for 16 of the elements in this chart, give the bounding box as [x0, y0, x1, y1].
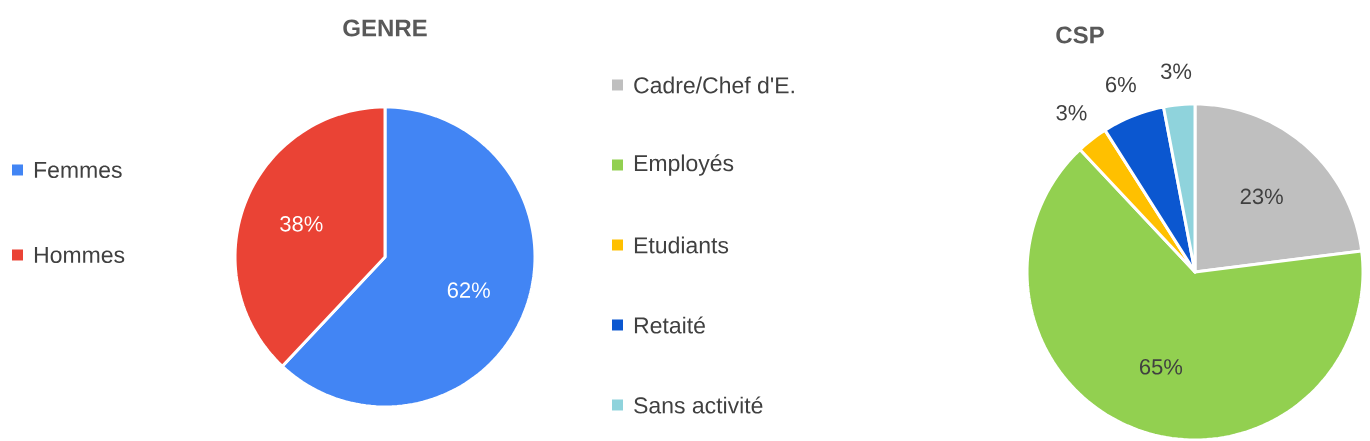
- legend-label: Etudiants: [634, 236, 729, 254]
- legend-label: Hommes: [34, 246, 125, 263]
- legend-label: Sans activité: [634, 396, 763, 414]
- legend-label: Cadre/Chef d'E.: [634, 76, 794, 94]
- data-label: 23%: [1240, 188, 1283, 204]
- data-label: 38%: [280, 215, 323, 232]
- chart-title: GENRE: [343, 19, 427, 37]
- legend-label: Retaité: [634, 316, 705, 334]
- data-label: 3%: [1056, 104, 1087, 121]
- data-label: 65%: [1139, 358, 1183, 375]
- data-label: 62%: [447, 282, 490, 298]
- data-label: 6%: [1106, 76, 1136, 93]
- legend-label: Femmes: [34, 161, 122, 178]
- chart-title: CSP: [1056, 26, 1104, 44]
- data-label: 3%: [1160, 63, 1192, 79]
- legend-label: Employés: [634, 153, 734, 176]
